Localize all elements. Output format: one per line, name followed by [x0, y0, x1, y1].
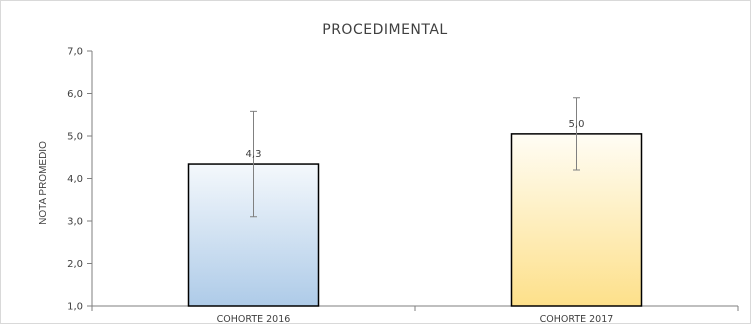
- y-tick-label: 6,0: [67, 89, 83, 100]
- y-tick-label: 3,0: [67, 217, 83, 228]
- y-axis-label: NOTA PROMEDIO: [38, 141, 49, 225]
- category-label-1: COHORTE 2016: [217, 314, 291, 325]
- data-label-1: 4,3: [246, 149, 262, 160]
- data-label-2: 5,0: [569, 119, 585, 130]
- y-tick-label: 1,0: [67, 302, 83, 313]
- y-tick-label: 2,0: [67, 259, 83, 270]
- chart-title: PROCEDIMENTAL: [322, 22, 447, 38]
- y-tick-label: 7,0: [67, 47, 83, 58]
- y-tick-label: 5,0: [67, 132, 83, 143]
- y-tick-label: 4,0: [67, 174, 83, 185]
- category-label-2: COHORTE 2017: [540, 314, 614, 325]
